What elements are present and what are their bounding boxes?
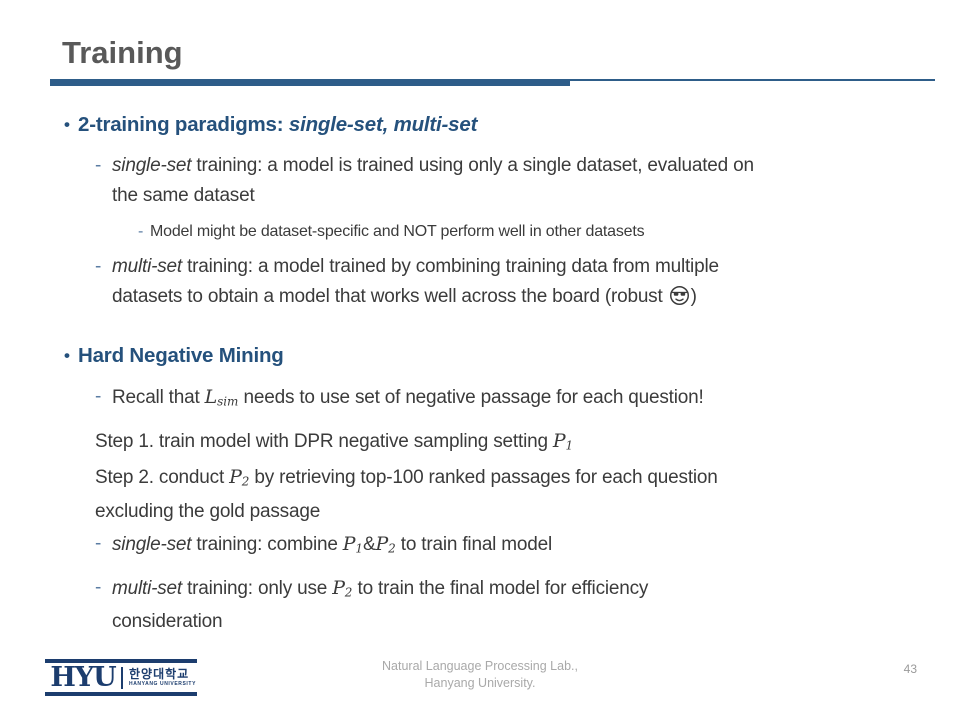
list-item: - single-set training: a model is trained… bbox=[95, 151, 935, 211]
footer-credit: Natural Language Processing Lab., Hanyan… bbox=[0, 658, 960, 692]
text-run: P bbox=[229, 466, 242, 489]
list-item: • 2-training paradigms: single-set, multi… bbox=[64, 111, 935, 138]
text-run: multi-set bbox=[112, 577, 182, 599]
text-run: needs to use set of negative passage for… bbox=[238, 387, 704, 409]
title-underline-thick bbox=[50, 79, 570, 87]
dash-marker: - bbox=[95, 576, 102, 598]
text-run: the same dataset bbox=[112, 185, 255, 207]
text-run: P bbox=[332, 576, 345, 599]
text-run: multi-set bbox=[112, 256, 182, 278]
text-run: 2 bbox=[241, 474, 250, 489]
text-run: Hard Negative Mining bbox=[78, 344, 284, 368]
slide-body: • 2-training paradigms: single-set, multi… bbox=[0, 87, 960, 637]
text-run: training: a model is trained using only … bbox=[191, 155, 754, 177]
text-run: Step 2. conduct bbox=[95, 467, 230, 489]
dash-marker: - bbox=[95, 532, 102, 554]
text-run: 1 bbox=[355, 541, 363, 556]
text-run: P bbox=[342, 532, 356, 555]
logo-middle: HYU 한양대학교 HANYANG UNIVERSITY bbox=[45, 663, 197, 692]
logo-korean-name: 한양대학교 bbox=[129, 666, 190, 681]
page-number: 43 bbox=[903, 662, 917, 676]
title-underline bbox=[50, 79, 935, 87]
text-run: 1 bbox=[565, 438, 574, 453]
list-item-text: Step 1. train model with DPR negative sa… bbox=[95, 426, 935, 461]
university-logo: HYU 한양대학교 HANYANG UNIVERSITY bbox=[45, 659, 197, 696]
text-run: ) bbox=[690, 286, 697, 308]
sunglasses-emoji-icon bbox=[669, 285, 690, 316]
list-item: - multi-set training: only use P2 to trai… bbox=[95, 573, 935, 638]
list-item: • Hard Negative Mining bbox=[64, 342, 935, 369]
text-run: 2-training paradigms: bbox=[78, 113, 289, 137]
logo-name-block: 한양대학교 HANYANG UNIVERSITY bbox=[123, 666, 197, 688]
text-run: & bbox=[363, 533, 376, 555]
list-item-text: multi-set training: a model trained by c… bbox=[112, 252, 935, 316]
logo-acronym: HYU bbox=[50, 662, 116, 693]
logo-english-name: HANYANG UNIVERSITY bbox=[129, 680, 197, 687]
text-run: single-set bbox=[112, 155, 192, 177]
text-run: by retrieving top-100 ranked passages fo… bbox=[249, 467, 718, 489]
dash-marker: - bbox=[95, 155, 102, 177]
bullet-dot-marker: • bbox=[64, 346, 70, 366]
logo-bottom-bar bbox=[45, 692, 197, 696]
list-item: Step 2. conduct P2 by retrieving top-100… bbox=[95, 462, 935, 527]
list-item-text: multi-set training: only use P2 to train… bbox=[112, 573, 935, 638]
text-run: sim bbox=[217, 394, 239, 409]
list-item-text: Recall that Lsim needs to use set of neg… bbox=[112, 382, 935, 417]
list-item: - Recall that Lsim needs to use set of ne… bbox=[95, 382, 935, 417]
list-item-text: single-set training: combine P1&P2 to tr… bbox=[112, 529, 935, 564]
title-underline-thin bbox=[570, 79, 935, 82]
list-item-text: Step 2. conduct P2 by retrieving top-100… bbox=[95, 462, 935, 527]
page-title: Training bbox=[62, 35, 183, 70]
text-run: consideration bbox=[112, 611, 223, 633]
text-run: L bbox=[204, 386, 218, 409]
list-item: Step 1. train model with DPR negative sa… bbox=[95, 426, 935, 461]
text-run: to train final model bbox=[395, 533, 553, 555]
logo-divider bbox=[121, 666, 123, 689]
list-item: - single-set training: combine P1&P2 to t… bbox=[95, 529, 935, 564]
logo-top-bar bbox=[45, 659, 197, 663]
text-run: Step 1. train model with DPR negative sa… bbox=[95, 430, 553, 452]
text-run: P bbox=[375, 532, 389, 555]
text-run: single-set bbox=[112, 533, 192, 555]
text-run: 2 bbox=[344, 585, 353, 600]
text-run: training: only use bbox=[182, 577, 333, 599]
footer-credit-line1: Natural Language Processing Lab., bbox=[382, 659, 578, 673]
text-run: 2 bbox=[388, 541, 396, 556]
text-run: training: a model trained by combining t… bbox=[182, 256, 719, 278]
bullet-dot-marker: • bbox=[64, 115, 70, 135]
list-item-text: Hard Negative Mining bbox=[78, 342, 935, 369]
text-run: single-set, multi-set bbox=[288, 113, 478, 137]
slide-header: Training bbox=[0, 0, 960, 87]
dash-marker: - bbox=[95, 256, 102, 278]
text-run: datasets to obtain a model that works we… bbox=[112, 286, 668, 308]
footer-credit-line2: Hanyang University. bbox=[424, 676, 536, 690]
text-run: excluding the gold passage bbox=[95, 500, 321, 522]
dash-marker: - bbox=[138, 223, 144, 241]
text-run: Recall that bbox=[112, 387, 205, 409]
text-run: to train the final model for efficiency bbox=[352, 577, 649, 599]
text-run: Model might be dataset-specific and NOT … bbox=[150, 223, 645, 241]
dash-marker: - bbox=[95, 386, 102, 408]
slide-footer: HYU 한양대학교 HANYANG UNIVERSITY Natural Lan… bbox=[0, 650, 960, 720]
list-item: - multi-set training: a model trained by … bbox=[95, 252, 935, 316]
text-run: P bbox=[552, 429, 566, 452]
list-item-text: 2-training paradigms: single-set, multi-… bbox=[78, 111, 935, 138]
text-run: training: combine bbox=[191, 533, 343, 555]
list-item: - Model might be dataset-specific and NOT… bbox=[138, 220, 935, 244]
list-item-text: single-set training: a model is trained … bbox=[112, 151, 935, 211]
list-item-text: Model might be dataset-specific and NOT … bbox=[150, 220, 935, 244]
